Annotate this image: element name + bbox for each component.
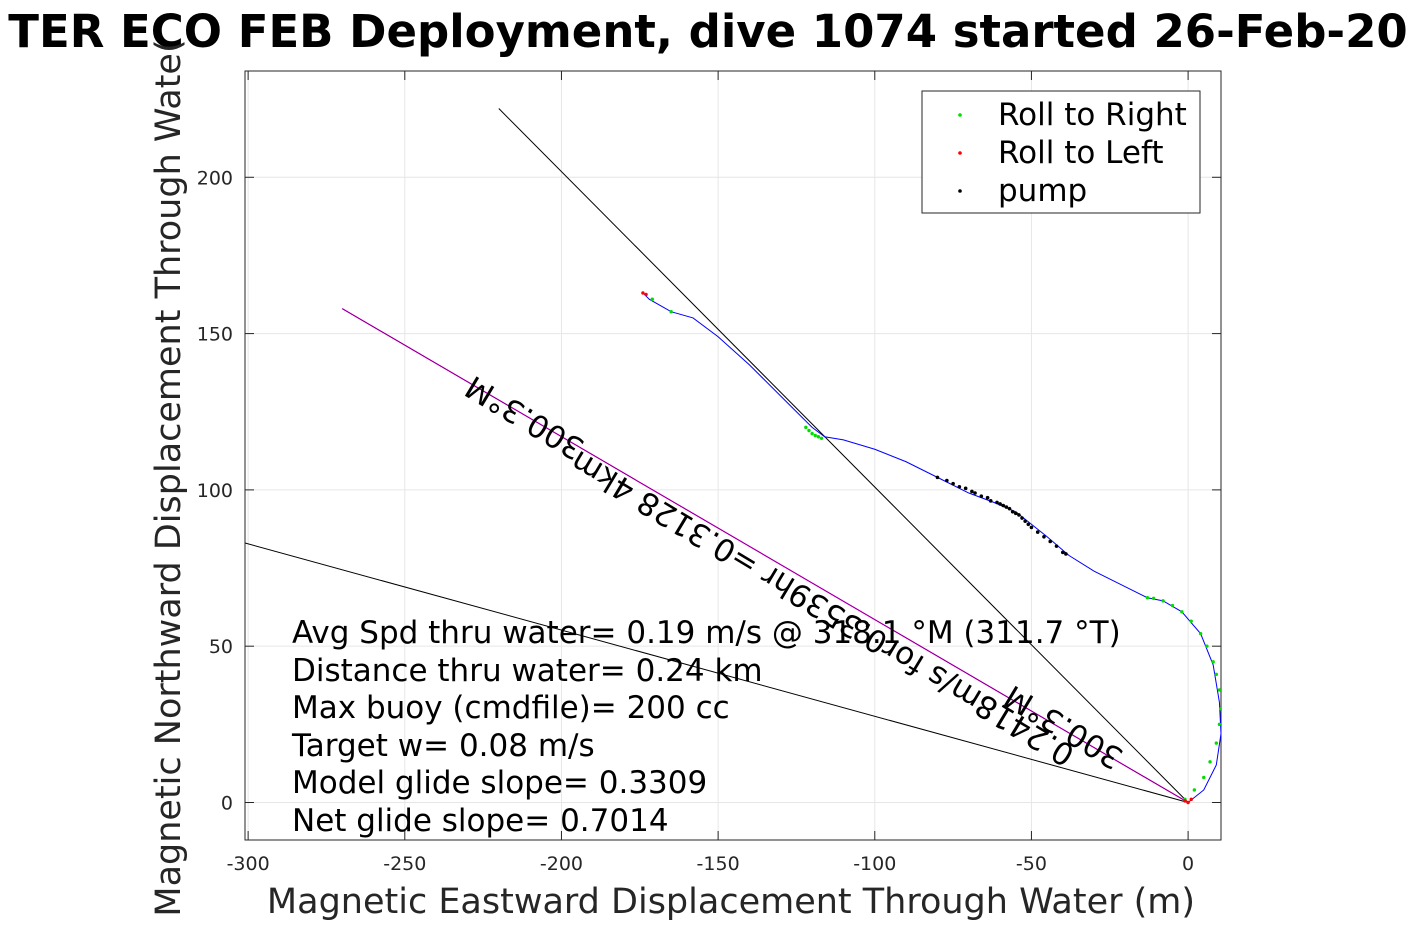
legend-marker-pump xyxy=(958,189,962,193)
annotation-distance: Distance thru water= 0.24 km xyxy=(292,653,763,689)
roll-right-point xyxy=(1217,722,1221,727)
y-axis-label: Magnetic Northward Displacement Through … xyxy=(149,39,189,916)
x-tick-label: -300 xyxy=(227,853,270,875)
x-tick-label: -100 xyxy=(853,853,896,875)
roll-right-point xyxy=(807,428,811,433)
pump-point xyxy=(998,502,1002,506)
pump-point xyxy=(1054,544,1059,548)
annotation-max-buoy: Max buoy (cmdfile)= 200 cc xyxy=(292,690,730,726)
roll-right-point xyxy=(1202,775,1206,780)
pump-point xyxy=(1023,519,1027,523)
roll-left-point xyxy=(1186,800,1190,805)
roll-right-point xyxy=(1192,788,1197,792)
pump-point xyxy=(957,484,962,489)
pump-point xyxy=(945,478,949,483)
roll-right-point xyxy=(819,436,824,441)
roll-right-point xyxy=(816,435,821,439)
legend-label-pump: pump xyxy=(998,173,1087,209)
pump-point xyxy=(1010,509,1015,514)
roll-right-point xyxy=(1170,603,1175,608)
roll-right-point xyxy=(669,310,673,314)
axis-ticks: -300 -250 -200 -150 -100 -50 0 0 50 100 150 200 xyxy=(197,71,1221,875)
pump-point xyxy=(935,475,940,480)
roll-right-point xyxy=(650,297,655,301)
legend-box xyxy=(921,90,1201,214)
y-tick-label: 100 xyxy=(197,480,233,502)
roll-right-point xyxy=(1214,741,1219,745)
pump-point xyxy=(1035,530,1040,534)
roll-right-point xyxy=(1217,688,1221,692)
pump-point xyxy=(1060,550,1065,555)
pump-point xyxy=(985,495,990,500)
roll-left-point xyxy=(1183,799,1187,803)
roll-right-point xyxy=(1208,760,1212,764)
legend-label-roll-right: Roll to Right xyxy=(998,97,1187,133)
annotation-target-w: Target w= 0.08 m/s xyxy=(291,728,595,764)
pump-point xyxy=(1048,539,1053,544)
pump-point xyxy=(963,486,968,491)
x-tick-label: -250 xyxy=(383,853,426,875)
pump-point xyxy=(988,499,993,503)
pump-point xyxy=(995,500,999,505)
roll-right-point xyxy=(813,433,817,438)
roll-left-point xyxy=(1189,797,1193,802)
pump-point xyxy=(1013,511,1018,516)
plot-area-frame xyxy=(244,70,1222,841)
annotation-avg-speed: Avg Spd thru water= 0.19 m/s @ 318.1 °M … xyxy=(292,615,1121,651)
roll-right-point xyxy=(804,425,808,430)
pump-point xyxy=(973,491,977,495)
pump-point xyxy=(1004,505,1009,509)
pump-point xyxy=(1026,522,1031,527)
data-series xyxy=(245,108,1221,805)
roll-left-point xyxy=(641,291,645,295)
x-tick-label: -200 xyxy=(540,853,583,875)
legend-marker-roll-left xyxy=(958,151,962,155)
pump-point xyxy=(1042,534,1046,539)
y-tick-label: 200 xyxy=(197,167,233,189)
roll-right-point xyxy=(1180,610,1184,614)
annotation-model-glide-slope: Model glide slope= 0.3309 xyxy=(292,765,707,801)
roll-right-point xyxy=(1198,631,1203,636)
pump-point xyxy=(951,481,955,486)
roll-right-point xyxy=(1151,596,1156,601)
legend-label-roll-left: Roll to Left xyxy=(998,135,1164,171)
heading-line xyxy=(245,542,1189,803)
roll-right-point xyxy=(1211,660,1215,664)
pump-point xyxy=(1017,513,1021,517)
x-axis-label: Magnetic Eastward Displacement Through W… xyxy=(267,882,1195,922)
stats-annotations: Avg Spd thru water= 0.19 m/s @ 318.1 °M … xyxy=(291,615,1121,839)
x-tick-label: -50 xyxy=(1016,853,1047,875)
roll-right-point xyxy=(1189,619,1193,623)
pump-point xyxy=(979,494,984,498)
chart-title: TER ECO FEB Deployment, dive 1074 starte… xyxy=(8,5,1407,58)
pump-point xyxy=(1001,503,1006,508)
heading-line xyxy=(498,108,1189,803)
pump-point xyxy=(1020,516,1024,520)
roll-right-point xyxy=(1145,596,1150,600)
pump-point xyxy=(1007,506,1012,511)
pump-point xyxy=(970,489,974,494)
roll-right-point xyxy=(810,431,814,436)
pump-point xyxy=(1029,525,1034,530)
legend-marker-roll-right xyxy=(958,113,962,117)
roll-right-point xyxy=(1205,644,1209,648)
pump-point xyxy=(1064,552,1068,556)
roll-right-point xyxy=(1161,599,1165,603)
x-tick-label: 0 xyxy=(1182,853,1194,875)
roll-right-point xyxy=(1214,672,1219,677)
y-tick-label: 0 xyxy=(221,792,233,814)
roll-right-point xyxy=(1219,707,1221,711)
y-tick-label: 50 xyxy=(209,636,233,658)
plot-content xyxy=(245,108,1221,805)
roll-left-point xyxy=(644,292,648,297)
y-tick-label: 150 xyxy=(197,324,233,346)
x-tick-label: -150 xyxy=(697,853,740,875)
legend: Roll to Right Roll to Left pump xyxy=(921,90,1201,214)
rotated-label: 300.3°M xyxy=(460,368,591,466)
current-vector-line-dark xyxy=(341,308,1189,803)
annotation-net-glide-slope: Net glide slope= 0.7014 xyxy=(292,803,669,839)
